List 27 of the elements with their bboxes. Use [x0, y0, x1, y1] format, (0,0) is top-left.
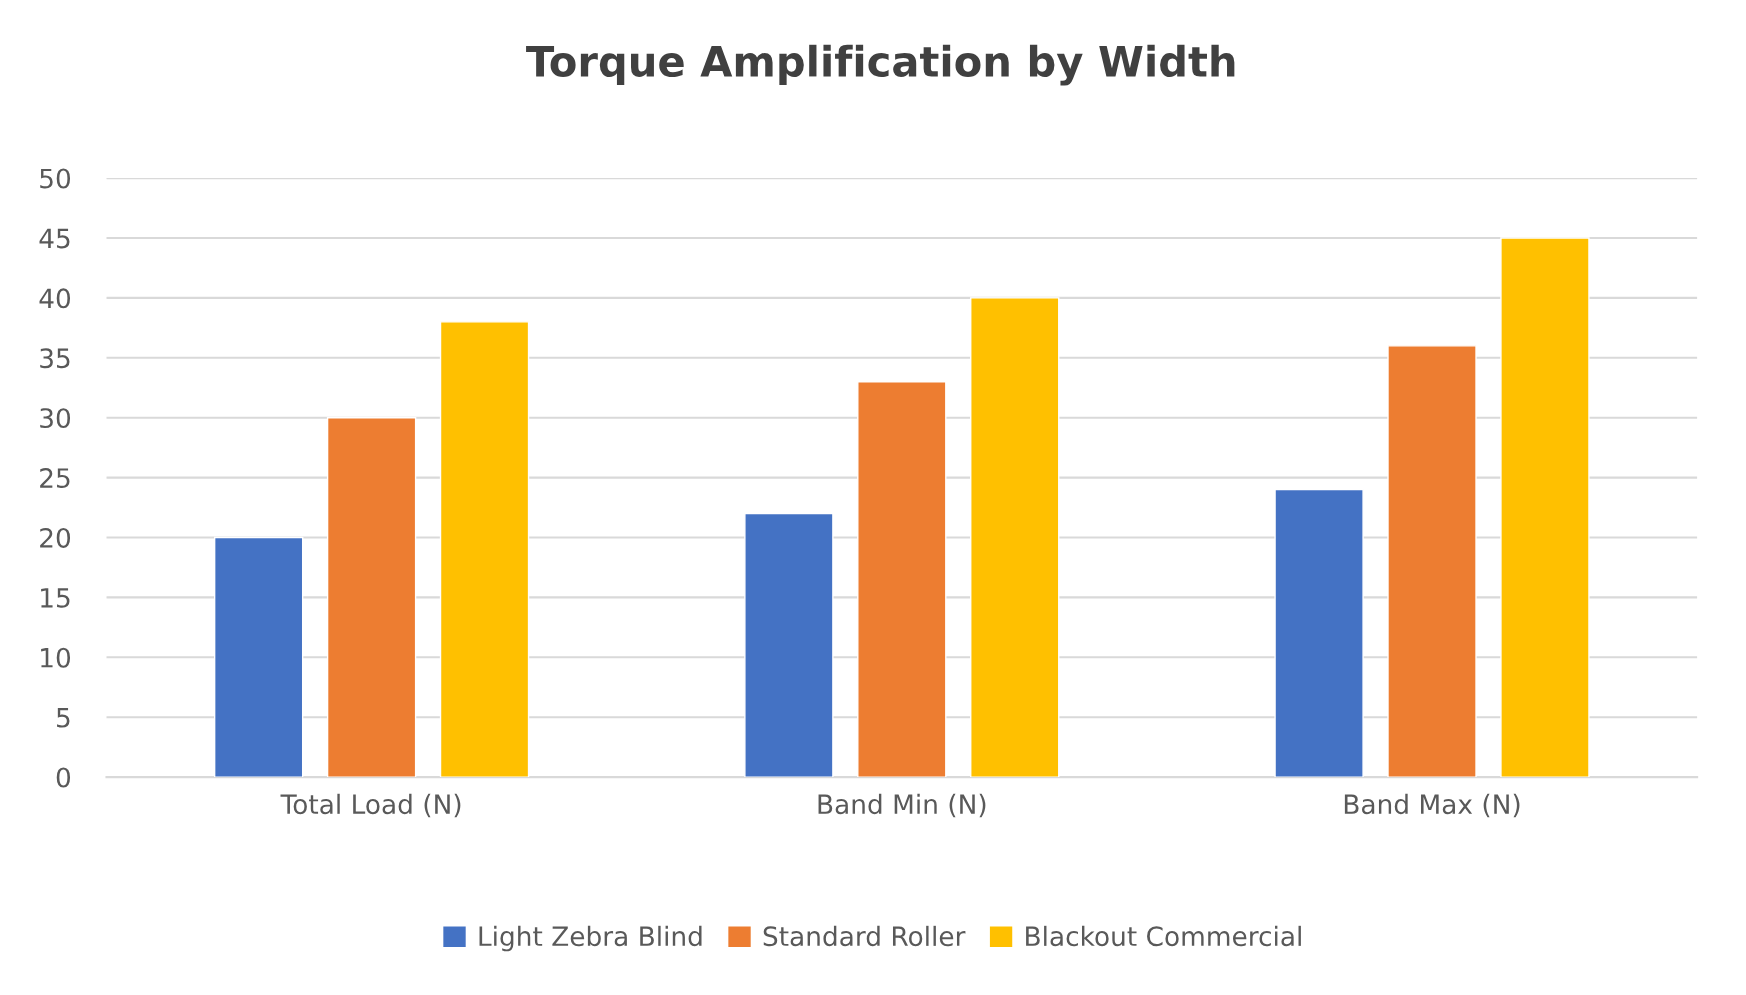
bar — [439, 321, 530, 778]
y-tick-label: 35 — [40, 348, 70, 369]
bar — [213, 536, 304, 778]
bar — [744, 512, 834, 778]
y-tick-label: 0 — [56, 767, 71, 788]
y-tick-label: 10 — [41, 647, 71, 668]
x-tick-label: Band Max (N) — [1344, 793, 1520, 818]
x-tick-label: Band Min (N) — [818, 793, 986, 818]
y-tick-label: 40 — [39, 288, 71, 309]
y-tick-label: 15 — [41, 588, 70, 608]
bar — [970, 297, 1060, 778]
legend-label: Light Zebra Blind — [479, 925, 702, 952]
bar — [326, 417, 417, 778]
y-tick-label: 30 — [40, 408, 71, 429]
bar — [857, 381, 947, 778]
legend-label: Standard Roller — [763, 925, 966, 947]
chart-title: Torque Amplification by Width — [526, 44, 1235, 86]
y-tick-label: 25 — [40, 468, 70, 488]
y-tick-label: 20 — [40, 527, 71, 548]
bar — [1500, 237, 1590, 778]
y-tick-label: 5 — [57, 707, 70, 728]
y-tick-label: 45 — [39, 228, 70, 249]
y-tick-label: 50 — [40, 168, 71, 189]
legend-label: Blackout Commercial — [1026, 925, 1301, 947]
x-tick-label: Total Load (N) — [280, 793, 461, 818]
bar — [1274, 488, 1364, 778]
bar — [1387, 345, 1477, 778]
